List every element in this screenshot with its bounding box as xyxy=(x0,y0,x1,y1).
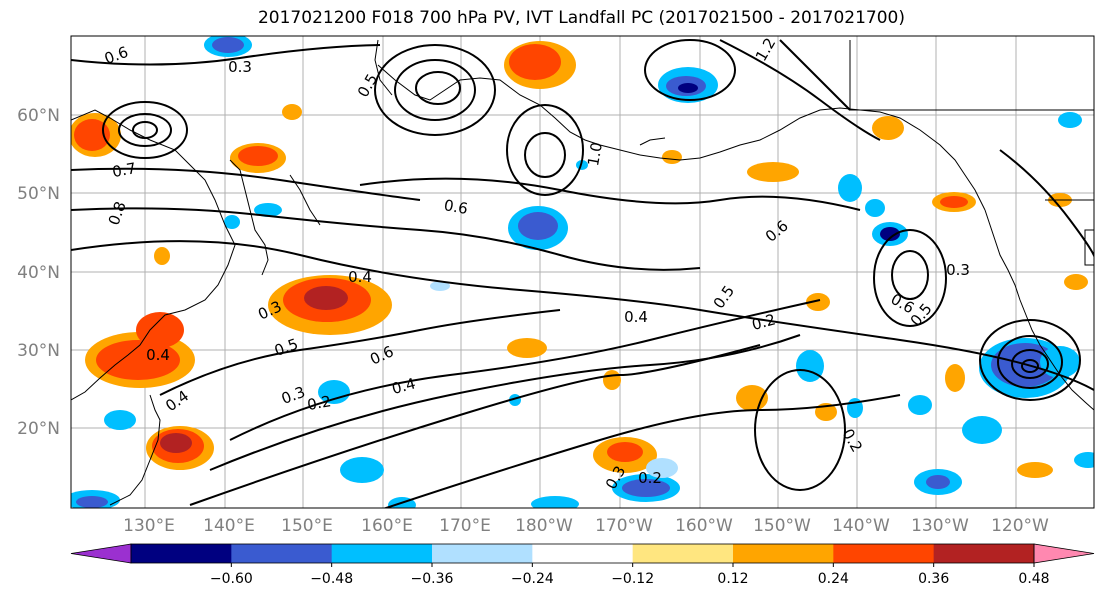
colorbar: −0.60 −0.48 −0.36 −0.24 −0.12 0.12 0.24 0.36 0.4… xyxy=(70,543,1095,587)
negative-anomaly-central-pacific xyxy=(508,206,568,250)
longitude-label: 170°W xyxy=(595,516,653,536)
colorbar-segment xyxy=(933,544,1035,563)
anomaly-shading xyxy=(71,36,1094,508)
latitude-label: 50°N xyxy=(17,184,60,204)
longitude-label: 130°E xyxy=(123,516,175,536)
colorbar-segment xyxy=(231,544,333,563)
colorbar-tick-label: 0.48 xyxy=(1018,571,1049,587)
colorbar-extend-max xyxy=(1033,543,1095,564)
longitude-label: 160°E xyxy=(361,516,413,536)
colorbar-segment xyxy=(833,544,935,563)
longitude-label: 150°E xyxy=(281,516,333,536)
contour-value-label: 0.4 xyxy=(348,268,372,286)
latitude-label: 40°N xyxy=(17,263,60,283)
longitude-label: 170°E xyxy=(439,516,491,536)
contour-value-label: 0.4 xyxy=(624,308,648,326)
coastlines xyxy=(71,39,1094,506)
map-title: 2017021200 F018 700 hPa PV, IVT Landfall… xyxy=(257,8,905,28)
colorbar-tick-label: 0.24 xyxy=(818,571,849,587)
longitude-label: 120°W xyxy=(991,516,1049,536)
colorbar-tick-label: −0.36 xyxy=(411,571,454,587)
contour-value-label: 0.2 xyxy=(750,310,778,334)
longitude-label: 160°W xyxy=(675,516,733,536)
contour-value-label: 1.0 xyxy=(584,141,606,168)
map-panel: 0.6 0.30.50.40.20.80.71.01.20.60.40.30.50… xyxy=(70,35,1095,509)
colorbar-tick-label: −0.24 xyxy=(511,571,554,587)
colorbar-segments xyxy=(70,543,1095,564)
negative-anomaly-aleutian xyxy=(658,67,718,103)
contour-value-label: 0.6 xyxy=(443,196,470,218)
colorbar-outline xyxy=(130,543,1035,564)
longitude-labels: 130°E 140°E 150°E 160°E 170°E 180°W 170°W 160°W… xyxy=(123,516,1049,536)
latitude-label: 30°N xyxy=(17,341,60,361)
longitude-label: 140°E xyxy=(203,516,255,536)
positive-anomaly-taiwan xyxy=(85,312,195,388)
gridlines xyxy=(71,36,1094,508)
colorbar-tick-labels: −0.60 −0.48 −0.36 −0.24 −0.12 0.12 0.24 0.36 0.4… xyxy=(210,563,1050,587)
longitude-label: 140°W xyxy=(832,516,890,536)
colorbar-tick-label: −0.12 xyxy=(611,571,654,587)
positive-anomaly-bering xyxy=(504,41,576,89)
positive-anomaly-centre-west-pacific xyxy=(268,275,392,335)
colorbar-segment xyxy=(733,544,834,563)
contour-value-label: 0.7 xyxy=(111,159,138,181)
colorbar-segment xyxy=(632,544,734,563)
colorbar-segment xyxy=(532,544,634,563)
colorbar-segment xyxy=(331,544,433,563)
positive-anomaly-philippine-sea xyxy=(146,426,214,470)
colorbar-extend-min xyxy=(70,543,132,564)
contour-value-label: 0.4 xyxy=(390,374,418,398)
latitude-label: 60°N xyxy=(17,106,60,126)
colorbar-tick-label: 0.36 xyxy=(918,571,949,587)
contour-value-label: 0.2 xyxy=(638,469,662,487)
longitude-label: 180°W xyxy=(515,516,573,536)
colorbar-tick-label: −0.48 xyxy=(310,571,353,587)
pv-contours xyxy=(71,39,1094,508)
colorbar-segment xyxy=(432,544,533,563)
longitude-label: 130°W xyxy=(911,516,969,536)
contour-value-label: 0.2 xyxy=(306,392,333,414)
contour-value-label: 0.4 xyxy=(146,346,170,364)
longitude-label: 150°W xyxy=(753,516,811,536)
colorbar-tick-label: −0.60 xyxy=(210,571,253,587)
latitude-label: 20°N xyxy=(17,419,60,439)
contour-value-label: 0.3 xyxy=(228,58,252,76)
contour-value-label: 0.3 xyxy=(946,261,970,279)
colorbar-segment xyxy=(131,544,232,563)
latitude-labels: 20°N 30°N 40°N 50°N 60°N xyxy=(17,106,60,439)
map-frame xyxy=(70,35,1095,509)
colorbar-tick-label: 0.12 xyxy=(717,571,748,587)
